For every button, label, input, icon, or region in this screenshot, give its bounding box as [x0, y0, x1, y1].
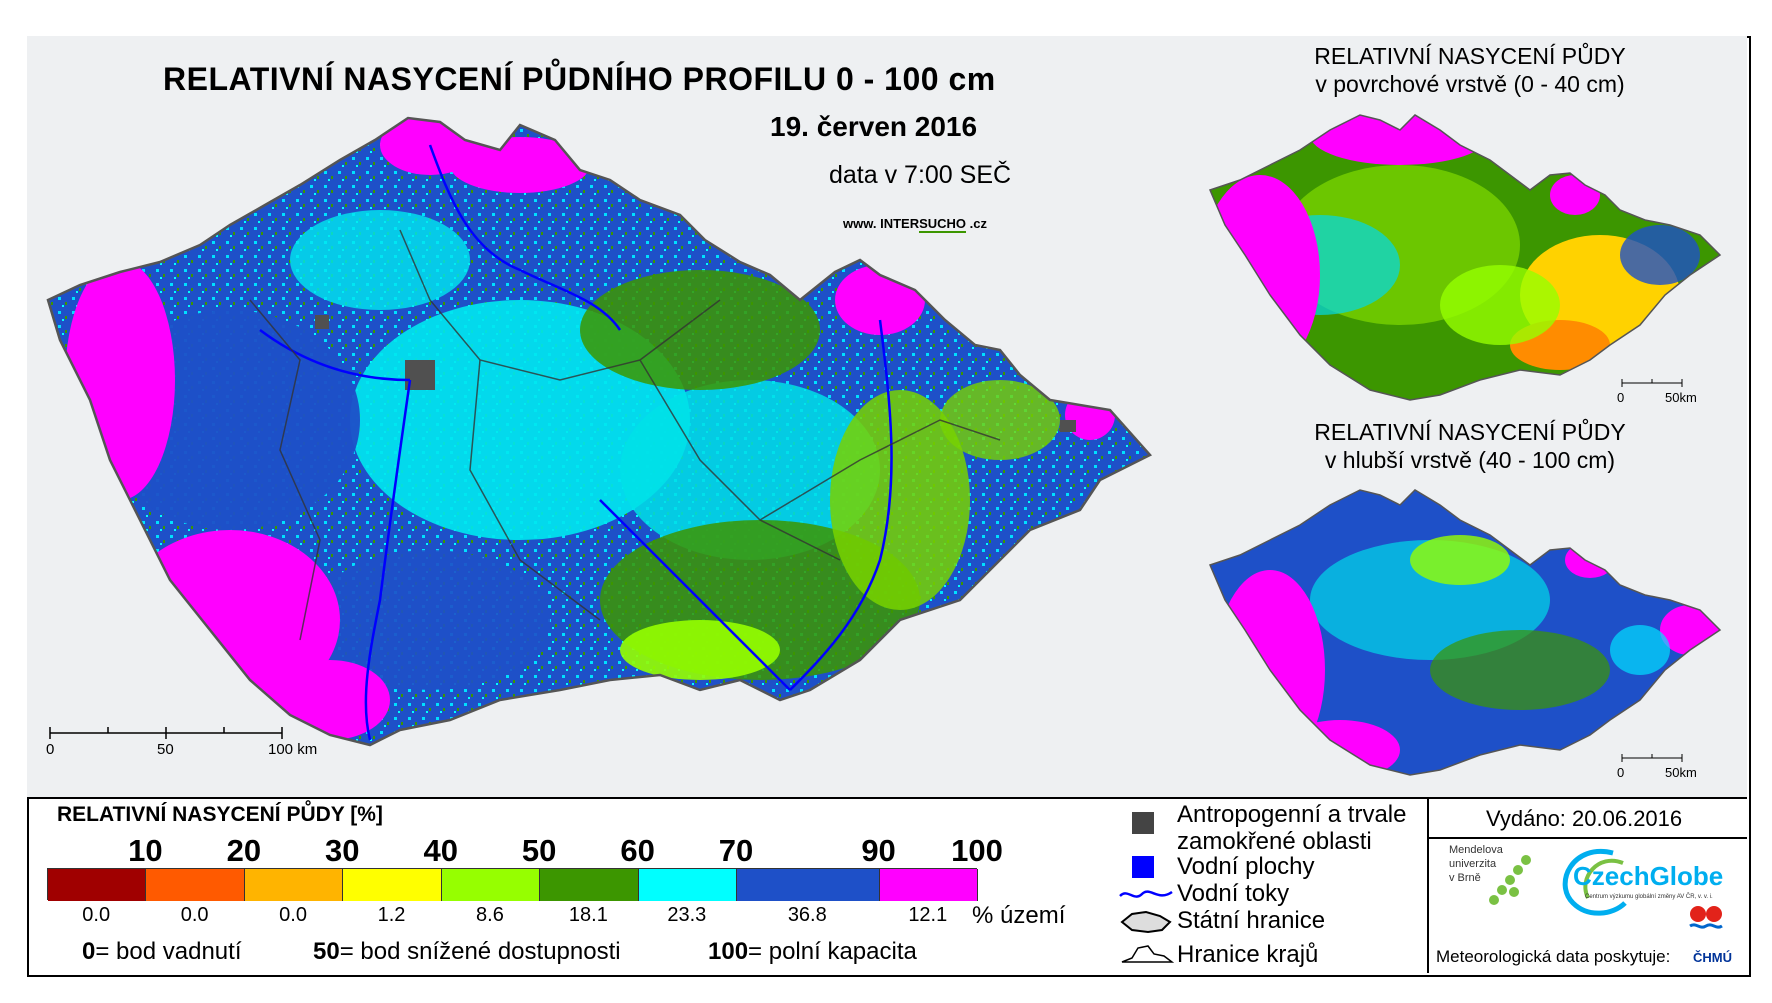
issued-date: Vydáno: 20.06.2016	[1486, 806, 1683, 831]
symbol-label-anthropogenic: Antropogenní a trvale zamokřené oblasti	[1177, 801, 1407, 855]
website-suffix: .cz	[966, 216, 987, 231]
chmu-logo-icon	[1689, 906, 1723, 929]
legend-percent-1: 0.0	[180, 904, 209, 926]
inset-deep-scale-0: 0	[1617, 765, 1625, 780]
main-time: data v 7:00 SEČ	[829, 161, 1012, 189]
legend-threshold-6: 70	[718, 833, 754, 868]
inset-surface-title: RELATIVNÍ NASYCENÍ PŮDY v povrchové vrst…	[1220, 42, 1720, 98]
zone-magenta-beskydy	[1065, 390, 1115, 440]
blue-square-icon	[1132, 856, 1154, 878]
definition-0: 0= bod vadnutí	[82, 938, 242, 965]
legend-swatch-1	[146, 869, 245, 901]
legend-threshold-7: 90	[861, 833, 896, 868]
inset-deep-title-line2: v hlubší vrstvě (40 - 100 cm)	[1324, 447, 1616, 473]
legend-thresholds: 10 20 30 40 50 60 70 90 100	[47, 833, 1003, 873]
zone-magenta-south	[270, 660, 390, 740]
legend-percent-7: 36.8	[787, 904, 827, 926]
legend-threshold-1: 20	[226, 833, 262, 868]
legend-swatch-6	[638, 869, 737, 901]
main-scale-bar	[49, 727, 283, 739]
website-highlight: SUCHO	[919, 216, 967, 233]
separator-vertical	[1427, 797, 1429, 973]
inset-surface-title-line2: v povrchové vrstvě (0 - 40 cm)	[1315, 71, 1625, 97]
main-scale-0: 0	[46, 741, 55, 758]
legend-percent-3: 1.2	[377, 904, 406, 926]
symbol-label-state-border: Státní hranice	[1177, 907, 1326, 934]
inset-surface-title-line1: RELATIVNÍ NASYCENÍ PŮDY	[1314, 43, 1626, 69]
legend-threshold-8: 100	[951, 833, 1003, 868]
legend-swatch-8	[879, 869, 978, 901]
legend-colorbar	[47, 868, 978, 901]
inset-deep-graphic	[1208, 489, 1722, 776]
legend-threshold-0: 10	[128, 833, 163, 868]
inset-deep-scale-50: 50km	[1665, 765, 1697, 780]
legend-percent-2: 0.0	[279, 904, 307, 926]
zone-lightgreen-znojmo	[620, 620, 780, 680]
legend-swatch-0	[48, 869, 147, 901]
zone-lightgreen-hana	[830, 390, 970, 610]
zone-cyan-east	[620, 380, 880, 560]
website-prefix: www. INTER	[843, 216, 920, 231]
main-scale-100: 100 km	[268, 741, 318, 758]
legend-swatch-7	[737, 869, 880, 901]
definition-50: 50= bod snížené dostupnosti	[313, 938, 621, 965]
legend-percent-6: 23.3	[667, 904, 707, 926]
legend-percent-8: 12.1	[908, 904, 948, 926]
legend-threshold-3: 40	[423, 833, 458, 868]
main-rivers	[259, 144, 893, 741]
definition-100: 100= polní kapacita	[708, 938, 917, 965]
main-region-borders	[249, 229, 1001, 641]
chmu-logo-text: ČHMÚ	[1693, 950, 1732, 965]
inset-deep-title: RELATIVNÍ NASYCENÍ PŮDY v hlubší vrstvě …	[1220, 418, 1720, 474]
czechglobe-logo-text: CzechGlobe	[1573, 861, 1724, 891]
separator-horizontal	[1427, 837, 1747, 839]
main-date: 19. červen 2016	[770, 111, 978, 142]
legend-threshold-5: 60	[620, 833, 655, 868]
main-scale-50: 50	[157, 741, 174, 758]
main-state-border	[46, 116, 1153, 747]
symbol-label-region-border: Hranice krajů	[1177, 941, 1319, 968]
zone-magenta-west	[65, 260, 175, 500]
inset-surface-scale-0: 0	[1617, 390, 1625, 405]
legend-percent-4: 8.6	[476, 904, 504, 926]
legend-percent-0: 0.0	[82, 904, 111, 926]
state-border-icon	[1120, 910, 1172, 934]
region-border-icon	[1121, 945, 1174, 963]
inset-deep-scale-bar	[1621, 754, 1683, 762]
legend-swatch-3	[343, 869, 442, 901]
main-title: RELATIVNÍ NASYCENÍ PŮDNÍHO PROFILU 0 - 1…	[163, 61, 996, 97]
symbol-label-rivers: Vodní toky	[1177, 880, 1290, 907]
legend-percents: 0.0 0.0 0.0 1.2 8.6 18.1 23.3 36.8 12.1	[47, 904, 987, 932]
inset-surface-scale-bar	[1621, 379, 1683, 387]
zone-magenta-krkonose	[450, 137, 590, 193]
website-link[interactable]: www. INTERSUCHO .cz	[843, 216, 987, 233]
river-line-icon	[1119, 890, 1173, 898]
dark-area-1	[315, 315, 329, 329]
legend-threshold-4: 50	[521, 833, 557, 868]
inset-deep-title-line1: RELATIVNÍ NASYCENÍ PŮDY	[1314, 419, 1626, 445]
legend-swatch-2	[244, 869, 344, 901]
legend-percent-5: 18.1	[568, 904, 608, 926]
mendel-logo-icon	[1489, 855, 1531, 905]
inset-surface-graphic	[1208, 114, 1722, 401]
legend-swatch-5	[540, 869, 639, 901]
legend-title: RELATIVNÍ NASYCENÍ PŮDY [%]	[57, 803, 383, 826]
zone-lightgreen-ostrava	[940, 380, 1060, 460]
credit-text: Meteorologická data poskytuje:	[1436, 947, 1671, 966]
percent-unit: % území	[972, 902, 1066, 929]
dark-area-ostrava	[1060, 420, 1076, 432]
dark-square-icon	[1132, 812, 1154, 834]
zone-cyan-north	[290, 210, 470, 310]
czechglobe-subtitle: Centrum výzkumu globální změny AV ČR, v.…	[1585, 894, 1713, 900]
legend-threshold-2: 30	[325, 833, 360, 868]
symbol-label-water: Vodní plochy	[1177, 853, 1315, 880]
czechglobe-swirl-icon	[1562, 848, 1627, 916]
legend-swatch-4	[441, 869, 541, 901]
mendel-logo-text: Mendelova univerzita v Brně	[1449, 844, 1503, 884]
inset-surface-scale-50: 50km	[1665, 390, 1697, 405]
